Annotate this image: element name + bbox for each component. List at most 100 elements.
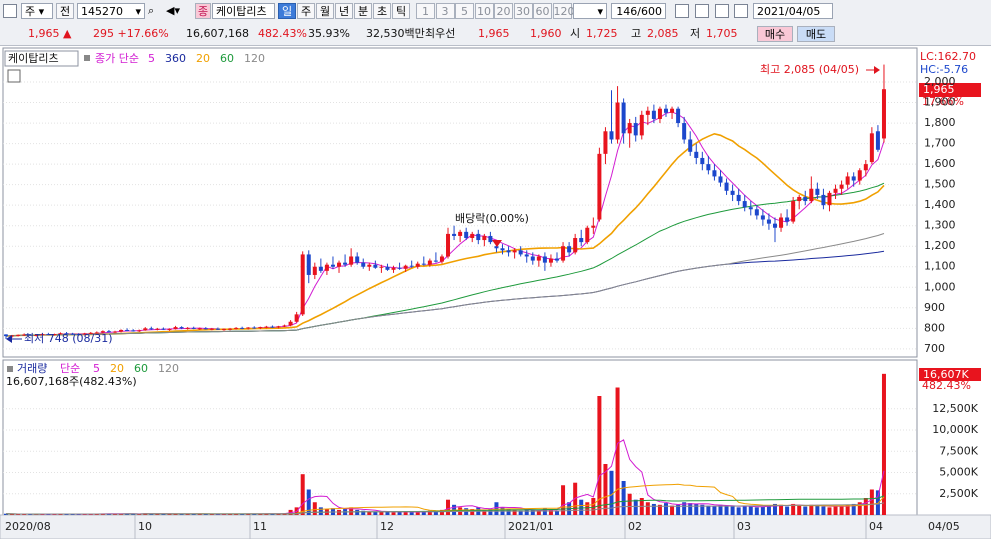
interval-select[interactable]: ▾ [573,3,607,19]
prev-button[interactable]: 전 [56,3,74,19]
volume-bar [367,511,372,515]
ma-label: 종가 단순 [95,52,139,65]
volume-bar [397,512,402,515]
candle-body [682,123,687,140]
volume-bar [869,489,874,515]
code-input[interactable]: 145270 ▾ [77,3,145,19]
volume-bar [645,502,650,515]
interval-button[interactable]: 1 [416,3,435,19]
market-select[interactable]: 주 ▾ [21,3,53,19]
last-volume-box [919,368,981,381]
volume-bar [651,503,656,515]
interval-button[interactable]: 5 [455,3,474,19]
volume-bar [670,505,675,515]
ma-period: 120 [158,362,179,375]
last-price-box [919,83,981,97]
candle-body [234,327,239,329]
period-button[interactable]: 주 [297,3,315,19]
volume-bar [585,502,590,515]
candle-body [657,108,662,119]
date-field[interactable]: 2021/04/05▦ [753,3,833,34]
candle-body [730,190,735,195]
price-chart-name: 케이탑리츠 [8,52,59,65]
amount: 32,530백만 [366,27,425,40]
candle-body [125,329,130,331]
period-button[interactable]: 분 [354,3,372,19]
candle-body [4,334,8,337]
menu-icon[interactable] [3,4,17,18]
volume-bar [754,507,759,515]
volume-bar [536,510,541,515]
candle-body [391,267,396,270]
change-pct: +17.66% [117,27,169,40]
volume-bar [785,506,790,515]
candle-body [579,238,584,243]
y-tick-label: 1,200 [924,239,956,252]
open: 1,725 [586,27,618,40]
y-tick-label: 1,800 [924,116,956,129]
candle-body [809,188,814,202]
tool-icon[interactable] [675,4,689,18]
period-button[interactable]: 월 [316,3,334,19]
x-tick-label: 04 [869,520,883,533]
best-label: 최우선 [425,27,456,40]
y-tick-label: 7,500K [939,444,978,457]
candle-body [712,170,717,177]
volume-bar [518,510,523,515]
candle-body [821,194,826,206]
candle-body [785,217,790,222]
candle-body [881,89,886,139]
candle-body [536,256,541,261]
period-button[interactable]: 년 [335,3,353,19]
candle-body [439,256,444,262]
volume-bar [185,513,190,515]
search-icon[interactable]: ⌕ [148,4,155,17]
last-price: 1,965 [923,83,955,96]
candle-body [40,334,45,336]
volume-bar [845,504,850,515]
interval-button[interactable]: 60 [533,3,552,19]
sound-icon[interactable]: ◀▾ [166,4,180,17]
volume-bar [542,508,547,515]
y-tick-label: 1,400 [924,198,956,211]
period-button[interactable]: 초 [373,3,391,19]
candle-body [276,326,281,328]
volume-bar [409,512,414,515]
period-button[interactable]: 틱 [392,3,410,19]
candle-body [76,334,81,336]
save-icon[interactable] [715,4,729,18]
marks [4,64,886,515]
change: 295 +17.66% [93,26,169,42]
x-tick-label: 2020/08 [5,520,51,533]
candle-body [52,334,57,336]
volume-bar [179,513,184,515]
volume-bar [427,510,432,515]
interval-button[interactable]: 120 [552,3,575,19]
ma-period: 20 [196,52,210,65]
volume-bar [530,509,535,515]
settings-icon[interactable] [734,4,748,18]
candle-body [561,246,566,261]
candle-body [639,114,644,136]
interval-button[interactable]: 30 [513,3,533,19]
candle-body [779,217,784,228]
buy-button[interactable]: 매수 [757,26,793,42]
period-button[interactable]: 일 [278,3,296,19]
candle-body [512,250,517,253]
interval-button[interactable]: 20 [494,3,513,19]
tag-button[interactable]: 종 [195,3,211,19]
volume-ma-line [5,502,885,515]
sell-button[interactable]: 매도 [797,26,835,42]
candle-body [464,231,469,239]
candle-body [215,328,220,330]
candle-body [70,333,75,335]
candle-body [688,139,693,152]
high-note: 최고 2,085 (04/05) [760,63,859,76]
tool-icon[interactable] [695,4,709,18]
candle-body [645,110,650,115]
volume-bar [797,505,802,515]
interval-button[interactable]: 10 [474,3,494,19]
interval-button[interactable]: 3 [435,3,455,19]
volume-bar [627,493,632,515]
candle-body [282,325,287,327]
